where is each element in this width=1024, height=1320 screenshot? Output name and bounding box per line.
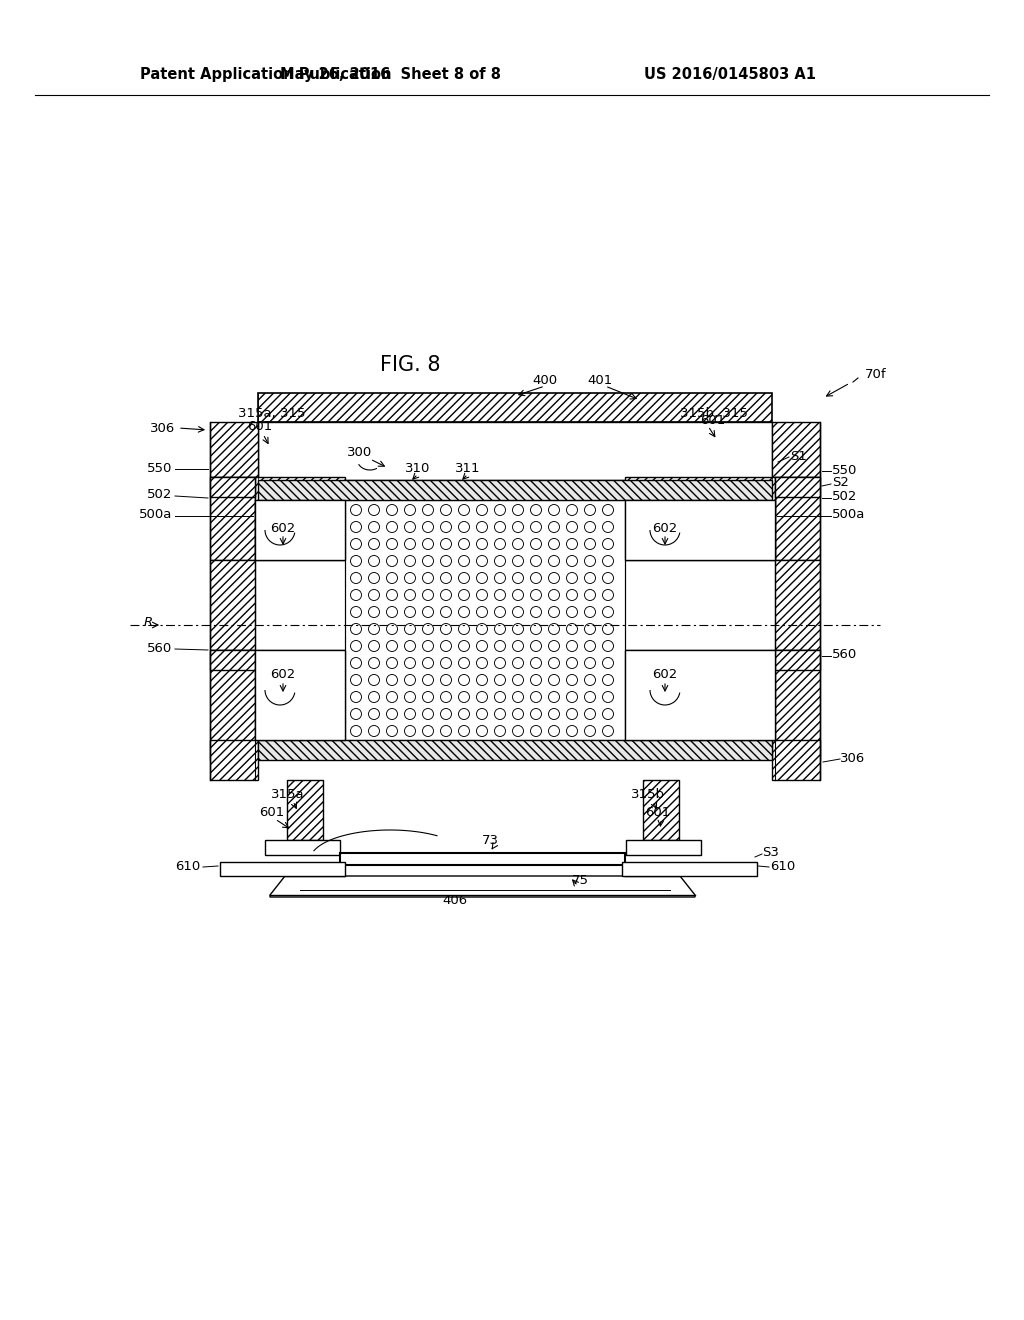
Text: US 2016/0145803 A1: US 2016/0145803 A1 bbox=[644, 67, 816, 82]
Bar bbox=[772, 741, 820, 780]
Bar bbox=[210, 741, 258, 780]
Text: 601: 601 bbox=[645, 807, 671, 820]
Text: 602: 602 bbox=[652, 521, 678, 535]
Bar bbox=[210, 477, 255, 498]
Text: 550: 550 bbox=[146, 462, 172, 474]
Text: 500a: 500a bbox=[138, 508, 172, 521]
Text: 73: 73 bbox=[481, 833, 499, 846]
Text: 560: 560 bbox=[831, 648, 857, 661]
Bar bbox=[210, 560, 255, 649]
Bar bbox=[210, 649, 255, 760]
Text: 601: 601 bbox=[700, 413, 725, 426]
Bar bbox=[340, 853, 625, 865]
Text: 602: 602 bbox=[270, 668, 296, 681]
Bar bbox=[258, 480, 772, 500]
Bar bbox=[775, 649, 820, 760]
Text: 315a, 315: 315a, 315 bbox=[238, 407, 305, 420]
Bar bbox=[622, 862, 757, 876]
Text: 406: 406 bbox=[442, 894, 468, 907]
Bar bbox=[255, 500, 345, 560]
Text: 300: 300 bbox=[347, 446, 373, 459]
Text: 502: 502 bbox=[831, 491, 857, 503]
Text: 602: 602 bbox=[652, 668, 678, 681]
Text: Patent Application Publication: Patent Application Publication bbox=[140, 67, 391, 82]
Text: 70f: 70f bbox=[865, 368, 887, 381]
Bar bbox=[255, 649, 345, 741]
Text: May 26, 2016  Sheet 8 of 8: May 26, 2016 Sheet 8 of 8 bbox=[280, 67, 501, 82]
Text: 610: 610 bbox=[175, 859, 200, 873]
Text: 75: 75 bbox=[571, 874, 589, 887]
Bar bbox=[772, 422, 820, 477]
Text: 311: 311 bbox=[456, 462, 480, 474]
Text: 306: 306 bbox=[840, 751, 865, 764]
Bar bbox=[625, 649, 775, 741]
Text: 315b: 315b bbox=[631, 788, 665, 801]
Text: 500a: 500a bbox=[831, 508, 865, 521]
Bar bbox=[258, 422, 772, 480]
Bar bbox=[775, 649, 820, 671]
Text: 306: 306 bbox=[150, 421, 175, 434]
Bar bbox=[775, 560, 820, 649]
Text: 310: 310 bbox=[406, 462, 431, 474]
Text: S3: S3 bbox=[762, 846, 779, 859]
Text: 401: 401 bbox=[588, 374, 612, 387]
Text: 550: 550 bbox=[831, 463, 857, 477]
Bar bbox=[625, 649, 775, 741]
Bar bbox=[345, 500, 625, 741]
Text: 315a: 315a bbox=[271, 788, 305, 801]
Bar bbox=[220, 862, 345, 876]
Text: 610: 610 bbox=[770, 859, 796, 873]
Text: 601: 601 bbox=[259, 807, 285, 820]
Text: R: R bbox=[143, 616, 153, 630]
Text: 502: 502 bbox=[146, 488, 172, 502]
Bar bbox=[287, 780, 323, 840]
Bar bbox=[210, 649, 255, 671]
Text: 400: 400 bbox=[532, 374, 557, 387]
Text: 560: 560 bbox=[146, 642, 172, 655]
Bar bbox=[775, 477, 820, 498]
Bar bbox=[775, 477, 820, 560]
Bar bbox=[643, 780, 679, 840]
Text: FIG. 8: FIG. 8 bbox=[380, 355, 440, 375]
Bar bbox=[625, 500, 775, 560]
Text: 601: 601 bbox=[248, 421, 272, 433]
Bar bbox=[258, 741, 772, 760]
Text: 315b, 315: 315b, 315 bbox=[680, 407, 748, 420]
Bar bbox=[255, 477, 345, 560]
Text: S2: S2 bbox=[831, 477, 849, 490]
Bar bbox=[255, 649, 345, 741]
Bar bbox=[210, 422, 258, 477]
Bar bbox=[210, 477, 255, 560]
Bar bbox=[258, 393, 772, 422]
Bar bbox=[265, 840, 340, 855]
Text: 602: 602 bbox=[270, 521, 296, 535]
Text: S1: S1 bbox=[790, 450, 807, 462]
Polygon shape bbox=[270, 876, 695, 898]
Bar bbox=[626, 840, 701, 855]
Bar bbox=[625, 477, 775, 560]
